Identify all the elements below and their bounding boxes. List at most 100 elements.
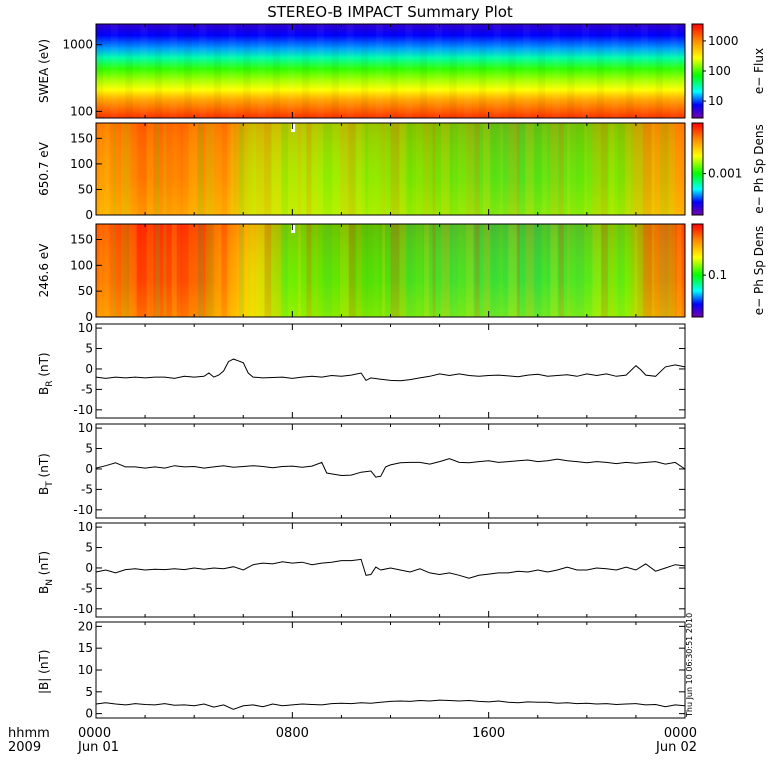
- swea-streak: [655, 24, 663, 118]
- swea-streak: [611, 24, 619, 118]
- swea-streak: [228, 24, 236, 118]
- swea-streak: [243, 24, 251, 118]
- swea-streak: [626, 24, 634, 118]
- Bmag-ytick-label: 0: [85, 707, 93, 721]
- pad246-colorbar: [691, 223, 704, 318]
- BR-ytick-label: -5: [81, 382, 93, 396]
- swea-streak: [346, 24, 354, 118]
- swea-streak: [405, 24, 413, 118]
- time-stamp: Thu Jun 10 06:30:51 2010: [685, 613, 694, 718]
- time-tick-date: Jun 02: [655, 740, 697, 755]
- swea-streak: [670, 24, 678, 118]
- swea-streak: [96, 24, 104, 118]
- swea-streak: [449, 24, 457, 118]
- BR-ytick-label: -10: [73, 403, 93, 417]
- year-label: 2009: [8, 740, 41, 755]
- swea-streak: [184, 24, 192, 118]
- BT-series-line: [95, 458, 686, 478]
- swea-streak: [552, 24, 560, 118]
- panel-swea: 1000 100 10 e− Flux 1000 100 SWEA (eV): [37, 23, 766, 119]
- time-tick-label: 1600: [472, 726, 505, 741]
- swea-streak: [199, 24, 207, 118]
- plot-title: STEREO-B IMPACT Summary Plot: [267, 3, 513, 21]
- panel-BR: 10 5 0 -5 -10 BR (nT): [37, 321, 686, 419]
- swea-streak: [434, 24, 443, 118]
- time-tick-label: 0000: [78, 726, 111, 741]
- pad650-ylabel: 650.7 eV: [37, 141, 51, 196]
- swea-streak: [640, 24, 649, 118]
- BN-series-line: [95, 558, 686, 579]
- pad650-gap: [291, 124, 296, 132]
- swea-streak: [537, 24, 546, 118]
- BT-ytick-label: -5: [81, 482, 93, 496]
- time-tick-label: 0800: [276, 726, 309, 741]
- BN-ylabel: BN (nT): [37, 551, 55, 594]
- pad246-shade: [96, 224, 685, 317]
- swea-streak: [169, 24, 177, 118]
- pad246-ylabel: 246.6 eV: [37, 243, 51, 298]
- swea-colorbar-tick-label: 1000: [708, 34, 739, 48]
- pad650-colorbar-tick-label: 0.001: [708, 167, 742, 181]
- Bmag-ytick-label: 10: [78, 663, 93, 677]
- swea-streak: [257, 24, 266, 118]
- swea-ytick-label: 100: [70, 104, 93, 118]
- BR-ytick-label: 10: [78, 321, 93, 335]
- swea-colorbar-label: e− Flux: [752, 48, 766, 94]
- BT-ylabel: BT (nT): [37, 453, 55, 495]
- swea-streak: [508, 24, 516, 118]
- pad246-ytick-label: 150: [70, 233, 93, 247]
- BR-ylabel: BR (nT): [37, 352, 55, 395]
- panel-BT: 10 5 0 -5 -10 BT (nT): [37, 421, 686, 519]
- panel-pad246: 0.1 e− Ph Sp Dens 150 100 50 0 246.6 eV: [37, 223, 766, 324]
- pad246-colorbar-label: e− Ph Sp Dens: [752, 226, 766, 315]
- swea-streak: [110, 24, 119, 118]
- swea-streak: [287, 24, 295, 118]
- pad246-ytick-label: 0: [85, 310, 93, 324]
- time-tick-date: Jun 01: [77, 740, 119, 755]
- pad246-ytick-label: 100: [70, 258, 93, 272]
- BT-ytick-label: 0: [85, 462, 93, 476]
- Bmag-series-line: [95, 699, 686, 710]
- pad650-ytick-label: 150: [70, 131, 93, 145]
- swea-streak: [581, 24, 590, 118]
- BT-ytick-label: 10: [78, 421, 93, 435]
- swea-streak: [316, 24, 325, 118]
- pad650-colorbar-label: e− Ph Sp Dens: [752, 124, 766, 213]
- BN-ytick-label: 10: [78, 520, 93, 534]
- BN-ytick-label: -10: [73, 602, 93, 616]
- swea-streak: [213, 24, 222, 118]
- BR-ytick-label: 0: [85, 362, 93, 376]
- Bmag-ytick-label: 15: [78, 641, 93, 655]
- swea-streak: [567, 24, 575, 118]
- swea-streak: [523, 24, 531, 118]
- BN-ytick-label: 0: [85, 561, 93, 575]
- pad650-shade: [96, 123, 685, 215]
- swea-streak: [390, 24, 398, 118]
- BT-ytick-label: 5: [85, 442, 93, 456]
- pad246-colorbar-tick-label: 0.1: [708, 268, 727, 282]
- BT-ytick-label: -10: [73, 503, 93, 517]
- swea-ytick-label: 1000: [62, 38, 93, 52]
- BR-series-line: [95, 358, 686, 382]
- swea-streak: [375, 24, 384, 118]
- swea-streak: [125, 24, 133, 118]
- swea-streak: [478, 24, 487, 118]
- pad650-ytick-label: 50: [78, 182, 93, 196]
- hhmm-label: hhmm: [8, 726, 50, 741]
- panel-Bmag: 20 15 10 5 0 |B| (nT): [37, 619, 686, 721]
- swea-streak: [419, 24, 428, 118]
- pad650-colorbar: [691, 122, 704, 216]
- time-tick-label: 0000: [664, 726, 697, 741]
- swea-colorbar-tick-label: 100: [708, 64, 731, 78]
- swea-ylabel: SWEA (eV): [37, 39, 51, 103]
- swea-streak: [331, 24, 339, 118]
- Bmag-ytick-label: 20: [78, 619, 93, 633]
- BN-ytick-label: 5: [85, 541, 93, 555]
- swea-streak: [464, 24, 472, 118]
- swea-streak: [154, 24, 163, 118]
- swea-streak: [596, 24, 605, 118]
- swea-colorbar: [691, 23, 704, 119]
- swea-streak: [302, 24, 310, 118]
